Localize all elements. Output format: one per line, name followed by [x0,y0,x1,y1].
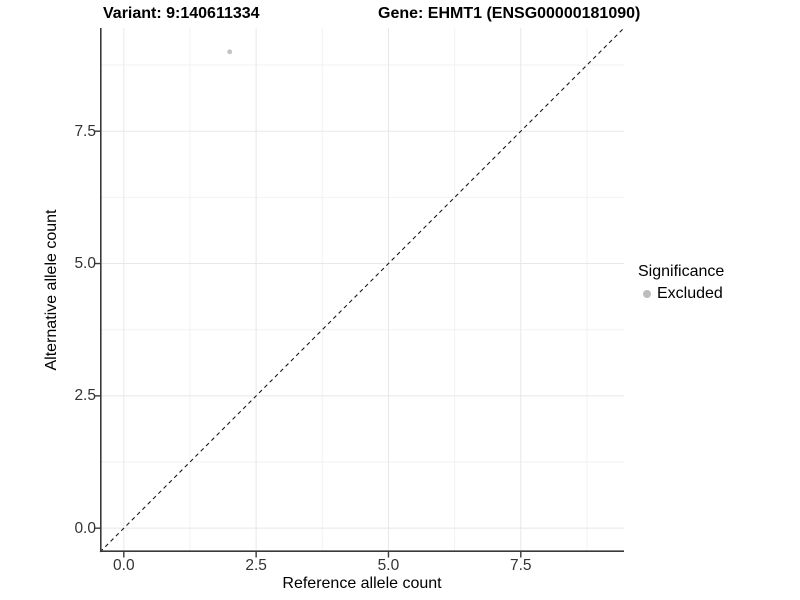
gene-title: Gene: EHMT1 (ENSG00000181090) [378,5,641,22]
x-axis-title: Reference allele count [282,575,442,592]
y-tick-label: 2.5 [74,387,96,405]
x-tick-label: 5.0 [377,557,400,574]
excluded-point-swatch [642,290,651,298]
y-axis-title: Alternative allele count [43,209,60,371]
plot-canvas [94,27,625,558]
legend-item-excluded: Excluded [638,285,724,303]
x-tick-label: 7.5 [510,557,532,574]
y-tick-label: 5.0 [74,255,96,273]
legend-title: Significance [638,263,725,280]
x-tick-label: 2.5 [245,557,267,574]
identity-line [99,27,625,553]
legend: Significance Excluded [638,263,724,303]
y-tick-label: 7.5 [74,122,96,140]
y-tick-label: 0.0 [74,519,96,537]
data-point [227,49,233,55]
legend-item-label: Excluded [657,285,723,302]
plot-panel [94,27,625,558]
x-tick-label: 0.0 [113,557,135,574]
legend-key [638,286,655,303]
variant-title: Variant: 9:140611334 [103,5,260,22]
